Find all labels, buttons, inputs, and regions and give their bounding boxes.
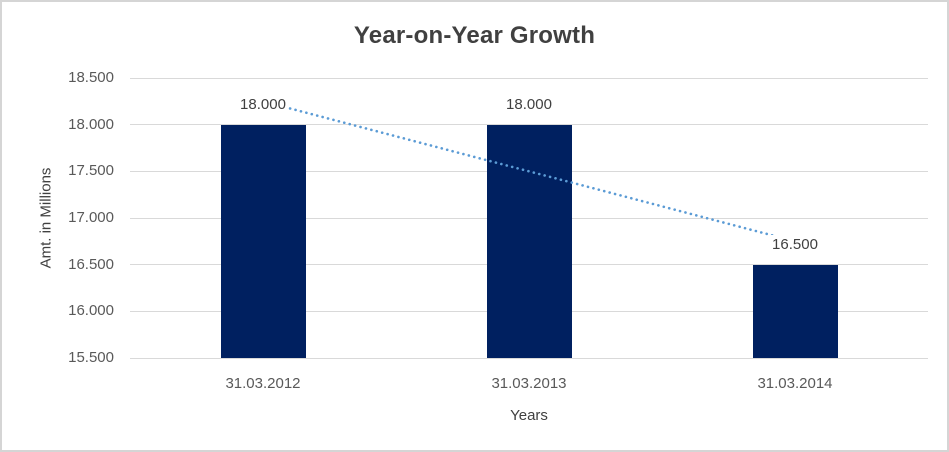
bar-31.03.2014 — [752, 264, 838, 358]
y-tick-label: 16.500 — [68, 255, 114, 273]
y-tick-label: 18.000 — [68, 115, 114, 133]
bar-value-label: 18.000 — [238, 94, 288, 114]
y-tick-label: 16.000 — [68, 302, 114, 320]
x-axis-title: Years — [510, 407, 548, 424]
y-tick-label: 15.500 — [68, 349, 114, 366]
bar-value-label: 16.500 — [770, 234, 820, 254]
bar-31.03.2013 — [486, 124, 572, 358]
bar-31.03.2012 — [220, 124, 306, 358]
gridline — [130, 357, 928, 359]
x-tick-label: 31.03.2012 — [225, 375, 301, 392]
y-tick-label: 17.500 — [68, 162, 114, 180]
y-tick-label: 18.500 — [68, 69, 114, 86]
chart-title: Year-on-Year Growth — [353, 22, 596, 49]
gridline — [130, 77, 928, 79]
x-tick-label: 31.03.2013 — [491, 375, 567, 392]
x-tick-label: 31.03.2014 — [757, 375, 833, 392]
y-tick-label: 17.000 — [68, 209, 114, 226]
bar-value-label: 18.000 — [504, 94, 554, 114]
